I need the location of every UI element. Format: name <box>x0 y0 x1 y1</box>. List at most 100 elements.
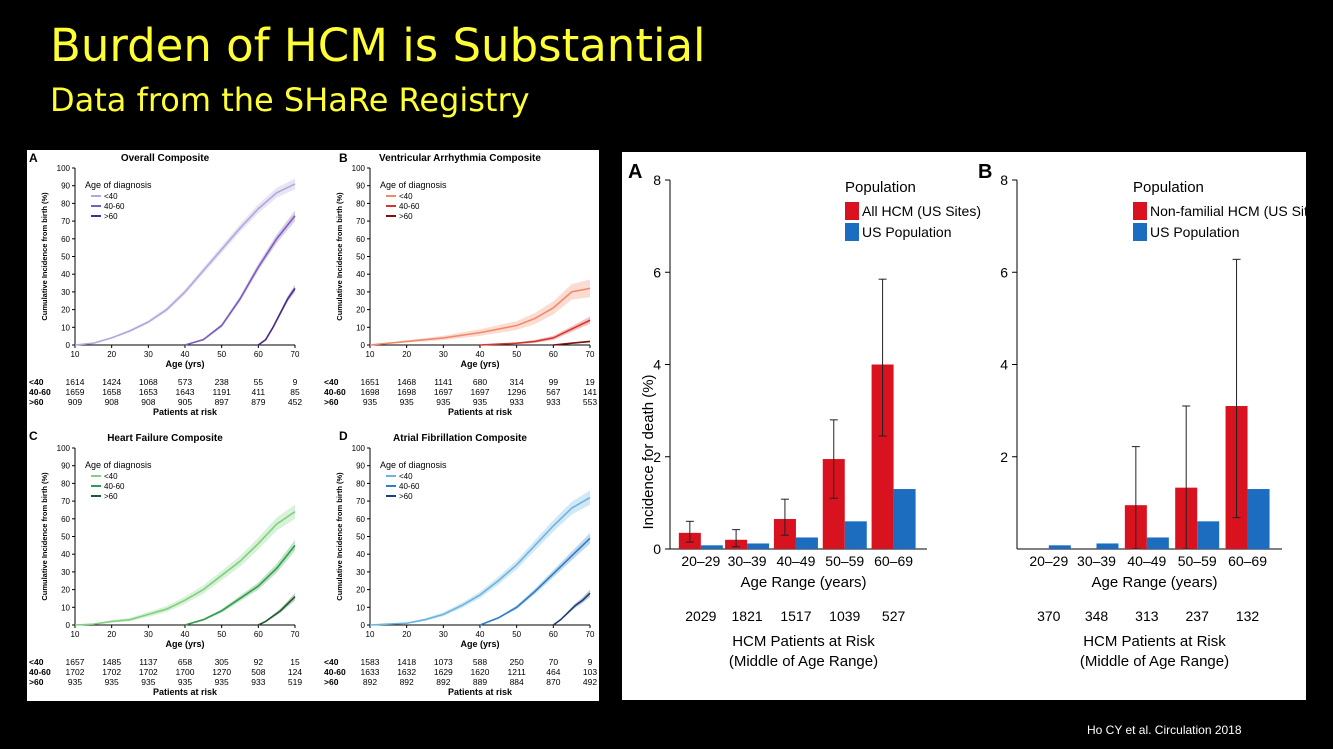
risk-value: 933 <box>510 397 524 407</box>
bar-chart-B: B 2 4 6 8 20–29 370 30–39 348 40–49 313 50–59 237 60–… <box>978 161 1327 670</box>
legend-title: Age of diagnosis <box>380 180 447 190</box>
category-label: 60–69 <box>1228 553 1267 569</box>
risk-row-label: 40-60 <box>29 667 51 677</box>
y-tick-label: 70 <box>61 217 70 226</box>
risk-value: 1039 <box>829 608 860 624</box>
legend-label: >60 <box>104 212 118 221</box>
chart-title: Ventricular Arrhythmia Composite <box>379 153 541 164</box>
risk-value: 573 <box>178 377 192 387</box>
risk-value: 237 <box>1186 608 1210 624</box>
category-label: 50–59 <box>825 553 864 569</box>
risk-value: 935 <box>68 677 82 687</box>
y-tick-label: 6 <box>653 264 661 280</box>
legend-label: US Population <box>862 224 952 240</box>
series-line <box>74 183 296 346</box>
y-tick-label: 6 <box>1000 264 1008 280</box>
risk-value: 1270 <box>212 667 231 677</box>
x-tick-label: 70 <box>291 630 300 639</box>
series-line <box>479 537 591 626</box>
risk-value: 238 <box>215 377 229 387</box>
us-population-bar <box>795 537 818 549</box>
risk-value: 370 <box>1037 608 1061 624</box>
legend-label: 40-60 <box>399 482 420 491</box>
risk-value: 1629 <box>434 667 453 677</box>
risk-row-label: 40-60 <box>29 387 51 397</box>
risk-value: 1658 <box>102 387 121 397</box>
y-tick-label: 10 <box>61 603 70 612</box>
series-line <box>553 340 591 346</box>
x-tick-label: 30 <box>144 630 153 639</box>
risk-value: 1137 <box>139 657 158 667</box>
risk-value: 1643 <box>176 387 195 397</box>
y-tick-label: 10 <box>356 603 365 612</box>
risk-row-label: <40 <box>29 377 44 387</box>
risk-value: 92 <box>254 657 264 667</box>
us-population-bar <box>747 543 770 549</box>
km-curves-figure: A Overall Composite0102030405060708090100… <box>29 151 597 697</box>
risk-value: 1296 <box>507 387 526 397</box>
x-axis-label: Age (yrs) <box>460 359 499 369</box>
y-tick-label: 100 <box>57 164 71 173</box>
y-axis-label: Cumulative Incidence from birth (%) <box>335 192 344 321</box>
legend-label: >60 <box>104 492 118 501</box>
y-tick-label: 8 <box>653 172 661 188</box>
risk-value: 1653 <box>139 387 158 397</box>
y-tick-label: 30 <box>356 568 365 577</box>
risk-value: 464 <box>546 667 560 677</box>
legend-title: Population <box>1133 179 1204 196</box>
y-tick-label: 90 <box>356 182 365 191</box>
series-line <box>184 215 296 346</box>
mortality-bar-figure: A 0 2 4 6 8 Incidence for death (%) 20–29 2029 30… <box>628 161 1327 670</box>
x-tick-label: 20 <box>402 630 411 639</box>
risk-value: 411 <box>252 387 266 397</box>
series-line <box>257 287 296 346</box>
category-label: 20–29 <box>1029 553 1068 569</box>
km-chart-A: A Overall Composite0102030405060708090100… <box>29 151 302 417</box>
risk-row-label: <40 <box>29 657 44 667</box>
risk-value: 1633 <box>361 667 380 677</box>
y-tick-label: 50 <box>356 533 365 542</box>
panel-letter: B <box>978 161 992 183</box>
y-tick-label: 80 <box>61 199 70 208</box>
x-tick-label: 50 <box>217 630 226 639</box>
legend-label: Non-familial HCM (US Sites) <box>1150 203 1306 219</box>
risk-value: 892 <box>363 677 377 687</box>
legend-label: <40 <box>399 472 413 481</box>
y-axis-label: Cumulative Incidence from birth (%) <box>40 472 49 601</box>
us-population-bar <box>893 489 916 549</box>
risk-value: 935 <box>400 397 414 407</box>
y-tick-label: 20 <box>356 306 365 315</box>
series-line <box>369 287 591 346</box>
risk-value: 1657 <box>66 657 85 667</box>
y-tick-label: 50 <box>356 253 365 262</box>
y-tick-label: 8 <box>1000 172 1008 188</box>
risk-value: 141 <box>583 387 597 397</box>
y-tick-label: 30 <box>61 568 70 577</box>
risk-row-label: 40-60 <box>324 387 346 397</box>
ci-band-40 <box>370 490 590 625</box>
y-tick-label: 100 <box>57 444 71 453</box>
risk-value: 70 <box>549 657 559 667</box>
y-tick-label: 80 <box>61 479 70 488</box>
y-tick-label: 50 <box>61 533 70 542</box>
panel-letter: C <box>29 429 38 443</box>
risk-value: 305 <box>215 657 229 667</box>
risk-value: 1191 <box>213 387 232 397</box>
risk-value: 1418 <box>397 657 416 667</box>
hcm-bar <box>871 364 894 549</box>
citation: Ho CY et al. Circulation 2018 <box>1087 723 1242 737</box>
km-curves-panel: A Overall Composite 0 10 20 30 40 50 60 70 80 90 100… <box>27 150 599 701</box>
risk-value: 1698 <box>361 387 380 397</box>
y-tick-label: 70 <box>61 497 70 506</box>
risk-value: 680 <box>473 377 487 387</box>
risk-value: 1659 <box>66 387 85 397</box>
km-chart-B: B Ventricular Arrhythmia Composite0102030… <box>324 151 597 417</box>
y-tick-label: 30 <box>356 288 365 297</box>
risk-value: 897 <box>215 397 229 407</box>
legend-title: Population <box>845 179 916 196</box>
risk-subtitle: (Middle of Age Range) <box>1080 653 1229 670</box>
x-tick-label: 10 <box>71 350 80 359</box>
x-tick-label: 50 <box>512 630 521 639</box>
risk-value: 1821 <box>732 608 763 624</box>
series-line <box>479 319 591 346</box>
